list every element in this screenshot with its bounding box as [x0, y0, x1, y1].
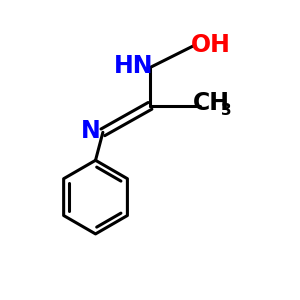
Text: OH: OH [190, 34, 230, 58]
Text: N: N [81, 119, 100, 143]
Text: 3: 3 [221, 103, 231, 118]
Text: CH: CH [193, 92, 230, 116]
Text: HN: HN [114, 54, 154, 78]
